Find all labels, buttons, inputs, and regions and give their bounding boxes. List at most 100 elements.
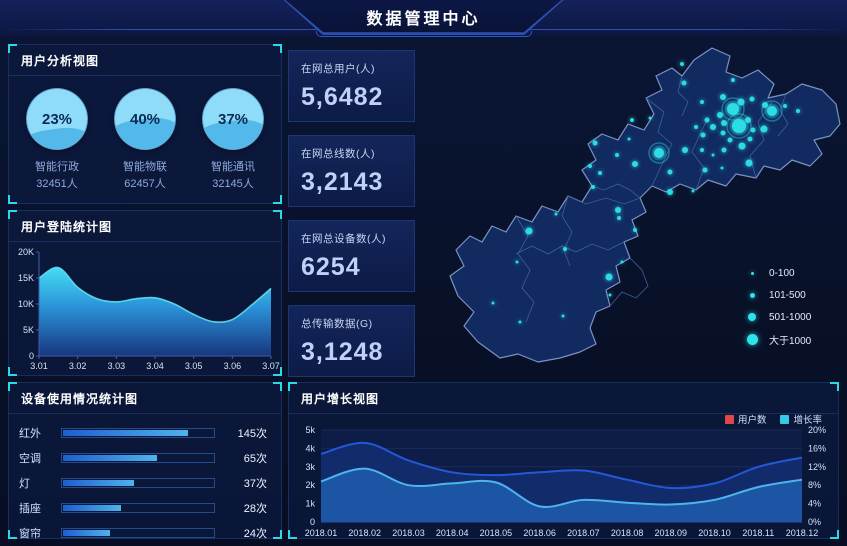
device-bar-track xyxy=(61,503,215,513)
map-legend-item: 0-100 xyxy=(745,266,811,280)
map-data-point xyxy=(720,166,724,170)
legend-item-users[interactable]: 用户数 xyxy=(724,412,766,426)
growth-area xyxy=(321,468,802,522)
panel-title-user-analysis: 用户分析视图 xyxy=(9,45,281,76)
device-bar-track xyxy=(61,528,215,538)
device-name-label: 红外 xyxy=(19,428,41,440)
login-y-tick: 10K xyxy=(18,299,34,309)
map-data-point xyxy=(515,260,519,264)
device-value-label: 24次 xyxy=(243,528,267,540)
device-usage-row: 空调 65次 xyxy=(19,448,267,468)
map-data-point xyxy=(680,62,684,66)
panel-device-usage: 设备使用情况统计图 红外 145次 空调 65次灯 37次 插座 28次 窗帘 24次 xyxy=(8,382,282,540)
growth-x-tick: 2018.03 xyxy=(392,528,425,538)
panel-user-growth: 用户增长视图 用户数 增长率 0 1k 2k 3k 4k 5k 0% 4% 8% 12% 16% 20%… xyxy=(288,382,839,539)
map-data-point xyxy=(767,106,777,116)
panel-title-device-usage: 设备使用情况统计图 xyxy=(9,383,281,414)
corner-bracket xyxy=(273,44,282,53)
corner-bracket xyxy=(273,382,282,391)
login-y-tick: 15K xyxy=(18,273,34,283)
map-data-point xyxy=(720,130,726,136)
map-legend-label: 101-500 xyxy=(769,289,806,301)
device-usage-row: 红外 145次 xyxy=(19,423,267,443)
growth-x-tick: 2018.10 xyxy=(698,528,731,538)
user-growth-chart: 0 1k 2k 3k 4k 5k 0% 4% 8% 12% 16% 20% 2018.01 2018.02… xyxy=(305,425,826,538)
stat-card-value: 5,6482 xyxy=(301,83,384,111)
map-data-point xyxy=(563,247,567,251)
map-legend-dot-box xyxy=(745,292,759,298)
map-data-point xyxy=(732,119,746,133)
device-bar-track xyxy=(61,453,215,463)
growth-left-tick: 4k xyxy=(305,443,315,453)
growth-right-tick: 16% xyxy=(808,443,826,453)
legend-item-growth[interactable]: 增长率 xyxy=(780,412,822,426)
device-name-label: 灯 xyxy=(19,478,30,490)
map-data-point xyxy=(605,273,613,281)
map-data-point xyxy=(721,147,727,153)
map-legend-dot-box xyxy=(745,271,759,275)
map-data-point xyxy=(691,189,695,193)
map-data-point xyxy=(620,260,624,264)
growth-left-tick: 2k xyxy=(305,480,315,490)
login-y-tick: 20K xyxy=(18,247,34,257)
corner-bracket xyxy=(273,367,282,376)
growth-right-tick: 20% xyxy=(808,425,826,435)
device-bar-fill xyxy=(63,505,121,511)
corner-bracket xyxy=(273,195,282,204)
map-data-point xyxy=(745,117,751,123)
device-bar-fill xyxy=(63,430,188,436)
map-legend-dot-box xyxy=(745,313,759,321)
map-data-point xyxy=(721,120,727,126)
map-data-point xyxy=(747,136,753,142)
growth-right-tick: 0% xyxy=(808,517,821,527)
growth-x-tick: 2018.05 xyxy=(480,528,513,538)
stat-card-column: 在网总用户(人) 5,6482 在网总线数(人) 3,2143 在网总设备数(人) 625… xyxy=(288,50,415,377)
login-x-tick: 3.05 xyxy=(185,361,203,371)
map-legend-dot-box xyxy=(745,333,759,345)
map-data-point xyxy=(588,164,592,168)
device-usage-row: 灯 37次 xyxy=(19,473,267,493)
map-data-point xyxy=(682,147,688,153)
map-data-point xyxy=(630,118,634,122)
map-data-point xyxy=(711,153,715,157)
map-data-point xyxy=(615,153,619,157)
users-line xyxy=(320,441,803,490)
map-data-point xyxy=(617,216,621,220)
growth-right-tick: 12% xyxy=(808,462,826,472)
device-name-label: 插座 xyxy=(19,503,41,515)
panel-user-analysis: 用户分析视图 23% 智能行政 32451人 40% 智能物联 62457人 37% 智能通讯… xyxy=(8,44,282,204)
growth-x-tick: 2018.08 xyxy=(611,528,644,538)
gauge-percent-label: 23% xyxy=(41,110,73,128)
map-legend-item: 101-500 xyxy=(745,288,811,302)
stat-card: 在网总设备数(人) 6254 xyxy=(288,220,415,292)
header-bar: 数据管理中心 xyxy=(0,0,847,37)
map-data-point xyxy=(702,167,708,173)
map-data-point xyxy=(760,125,768,133)
gauge-circle: 23% xyxy=(27,89,87,149)
map-data-point xyxy=(598,171,602,175)
map-data-point xyxy=(561,314,565,318)
growth-x-tick: 2018.07 xyxy=(567,528,600,538)
device-usage-row: 窗帘 24次 xyxy=(19,523,267,543)
map-data-point xyxy=(704,117,710,123)
device-bar-track xyxy=(61,478,215,488)
corner-bracket xyxy=(8,367,17,376)
map-data-point xyxy=(518,320,522,324)
growth-x-tick: 2018.11 xyxy=(742,528,774,538)
map-legend-item: 501-1000 xyxy=(745,310,811,324)
map-data-point xyxy=(654,148,664,158)
device-bar-fill xyxy=(63,530,111,536)
map-data-point xyxy=(749,96,755,102)
map-legend-dot xyxy=(749,292,755,298)
map-data-point xyxy=(591,185,595,189)
map-data-point xyxy=(700,132,706,138)
login-x-tick: 3.02 xyxy=(69,361,87,371)
liquid-gauge-group: 23% 智能行政 32451人 40% 智能物联 62457人 37% 智能通讯 32145人 xyxy=(9,76,281,191)
login-y-tick: 5K xyxy=(23,325,34,335)
corner-bracket xyxy=(830,382,839,391)
stat-card-label: 在网总线数(人) xyxy=(301,148,375,160)
growth-x-tick: 2018.06 xyxy=(523,528,556,538)
gauge-name-label: 智能行政 xyxy=(35,161,79,173)
corner-bracket xyxy=(8,44,17,53)
